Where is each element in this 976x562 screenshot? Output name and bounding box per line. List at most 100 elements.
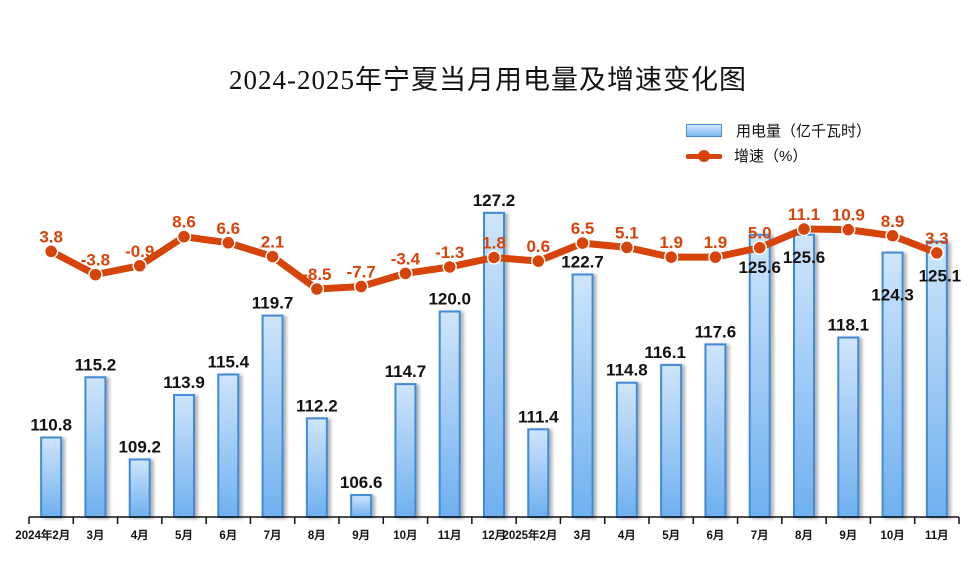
- growth-point: [885, 228, 900, 244]
- growth-point: [88, 267, 103, 282]
- growth-value-label: 10.9: [832, 206, 865, 225]
- bar: [40, 436, 63, 519]
- bar: [748, 233, 771, 518]
- growth-value-label: 3.3: [925, 229, 949, 248]
- x-tick-label: 3月: [574, 529, 592, 542]
- bar-value-label: 117.6: [695, 322, 737, 341]
- chart-title: 2024-2025年宁夏当月用电量及增速变化图: [229, 65, 747, 95]
- growth-point: [531, 253, 546, 269]
- x-tick-label: 7月: [751, 529, 769, 542]
- growth-value-label: -7.7: [346, 263, 375, 282]
- growth-value-label: 2.1: [261, 233, 285, 252]
- bar-value-label: 109.2: [118, 437, 161, 456]
- growth-value-label: -3.8: [81, 251, 110, 270]
- growth-point: [796, 221, 812, 237]
- growth-point: [43, 244, 59, 259]
- x-tick-label: 6月: [706, 529, 724, 542]
- bar-value-label: 115.4: [207, 353, 249, 372]
- legend-bar-swatch: [686, 124, 722, 137]
- x-tick-label: 8月: [308, 529, 326, 542]
- bar: [128, 458, 151, 518]
- growth-point: [841, 222, 856, 237]
- legend-item-consumption: 用电量（亿千瓦时）: [686, 120, 871, 141]
- line-series: [43, 221, 945, 297]
- x-tick-label: 2025年2月: [502, 528, 557, 542]
- growth-point: [929, 245, 945, 261]
- bar: [84, 376, 107, 519]
- legend-line-swatch: [686, 149, 722, 162]
- x-tick-label: 2024年2月: [15, 528, 70, 542]
- growth-point: [619, 240, 635, 255]
- x-tick-label: 7月: [264, 529, 282, 542]
- bar-value-label: 115.2: [75, 355, 117, 374]
- bar: [527, 428, 550, 519]
- growth-value-label: -3.4: [391, 249, 421, 268]
- bar: [394, 383, 417, 518]
- growth-point: [575, 235, 590, 251]
- growth-value-label: 6.5: [571, 219, 595, 238]
- bar-value-label: 120.0: [428, 290, 471, 309]
- bar: [173, 394, 195, 519]
- x-tick-label: 5月: [662, 529, 680, 542]
- growth-point: [265, 249, 280, 264]
- growth-value-label: 11.1: [788, 205, 820, 224]
- growth-value-label: -0.9: [125, 242, 154, 261]
- growth-point: [486, 250, 502, 265]
- bar: [261, 314, 284, 518]
- x-tick-label: 10月: [880, 529, 904, 542]
- growth-point: [309, 281, 325, 297]
- bar-value-label: 111.4: [518, 407, 559, 426]
- x-tick-label: 9月: [352, 529, 370, 542]
- bar: [438, 310, 461, 518]
- growth-point: [398, 266, 413, 281]
- x-tick-label: 8月: [795, 529, 813, 542]
- bar-value-label: 110.8: [30, 416, 72, 435]
- bar: [837, 336, 860, 518]
- bar: [704, 343, 727, 518]
- growth-value-label: 8.9: [881, 212, 905, 231]
- growth-value-label: 3.8: [39, 227, 63, 246]
- bar-value-label: 125.6: [783, 248, 826, 267]
- growth-value-label: 5.1: [615, 223, 639, 242]
- x-tick-label: 11月: [438, 529, 462, 542]
- x-tick-label: 5月: [175, 529, 193, 542]
- growth-point: [708, 249, 723, 265]
- bar: [305, 417, 328, 518]
- x-tick-label: 4月: [618, 529, 636, 542]
- bar: [571, 273, 594, 519]
- bar: [793, 233, 815, 518]
- legend-label-growth: 增速（%）: [734, 148, 808, 165]
- bar-value-label: 118.1: [827, 316, 869, 335]
- growth-value-label: 8.6: [172, 213, 196, 232]
- bar-value-label: 112.2: [296, 396, 338, 415]
- growth-point: [176, 229, 192, 244]
- bar-value-label: 124.3: [871, 286, 914, 305]
- x-tick-label: 10月: [393, 529, 417, 542]
- growth-point: [442, 259, 457, 275]
- bar: [660, 363, 683, 518]
- growth-value-label: 0.6: [526, 237, 550, 256]
- growth-point: [752, 240, 767, 255]
- x-tick-label: 6月: [219, 529, 237, 542]
- growth-value-label: 6.6: [216, 219, 240, 238]
- x-tick-label: 11月: [925, 529, 949, 542]
- growth-value-label: 1.9: [704, 233, 728, 252]
- growth-value-label: -8.5: [302, 265, 331, 284]
- bar-value-label: 106.6: [340, 473, 383, 492]
- growth-value-label: -1.3: [435, 243, 464, 262]
- bar-value-label: 125.1: [919, 267, 962, 286]
- bar: [615, 381, 638, 518]
- growth-point: [353, 279, 369, 294]
- growth-point: [132, 258, 147, 274]
- growth-point: [221, 235, 236, 251]
- bar-value-label: 119.7: [252, 294, 294, 313]
- bar-value-label: 127.2: [473, 191, 516, 210]
- bar: [350, 494, 373, 518]
- bar: [217, 373, 240, 518]
- x-tick-label: 3月: [86, 529, 104, 542]
- bar-value-label: 125.6: [738, 258, 781, 277]
- bar-value-label: 114.8: [606, 361, 648, 380]
- legend-item-growth: 增速（%）: [686, 145, 807, 166]
